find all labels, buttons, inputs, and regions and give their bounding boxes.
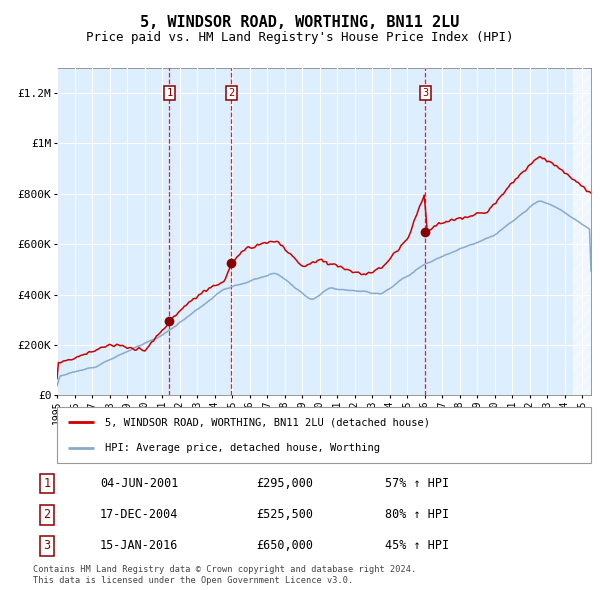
Text: 5, WINDSOR ROAD, WORTHING, BN11 2LU (detached house): 5, WINDSOR ROAD, WORTHING, BN11 2LU (det… (105, 417, 430, 427)
Text: Price paid vs. HM Land Registry's House Price Index (HPI): Price paid vs. HM Land Registry's House … (86, 31, 514, 44)
Text: 5, WINDSOR ROAD, WORTHING, BN11 2LU: 5, WINDSOR ROAD, WORTHING, BN11 2LU (140, 15, 460, 30)
Text: 80% ↑ HPI: 80% ↑ HPI (385, 508, 449, 522)
Text: 04-JUN-2001: 04-JUN-2001 (100, 477, 178, 490)
Text: 3: 3 (422, 88, 428, 98)
Text: 57% ↑ HPI: 57% ↑ HPI (385, 477, 449, 490)
Text: 3: 3 (43, 539, 50, 552)
FancyBboxPatch shape (57, 407, 591, 463)
Text: HPI: Average price, detached house, Worthing: HPI: Average price, detached house, Wort… (105, 443, 380, 453)
Text: 2: 2 (43, 508, 50, 522)
Text: 2: 2 (228, 88, 235, 98)
Bar (57, 68, 591, 395)
Text: 45% ↑ HPI: 45% ↑ HPI (385, 539, 449, 552)
Text: 17-DEC-2004: 17-DEC-2004 (100, 508, 178, 522)
Text: 15-JAN-2016: 15-JAN-2016 (100, 539, 178, 552)
Bar (574, 68, 591, 395)
Text: 1: 1 (43, 477, 50, 490)
Text: £525,500: £525,500 (256, 508, 313, 522)
Text: £650,000: £650,000 (256, 539, 313, 552)
Text: 1: 1 (166, 88, 173, 98)
Text: £295,000: £295,000 (256, 477, 313, 490)
Text: Contains HM Land Registry data © Crown copyright and database right 2024.
This d: Contains HM Land Registry data © Crown c… (33, 565, 416, 585)
